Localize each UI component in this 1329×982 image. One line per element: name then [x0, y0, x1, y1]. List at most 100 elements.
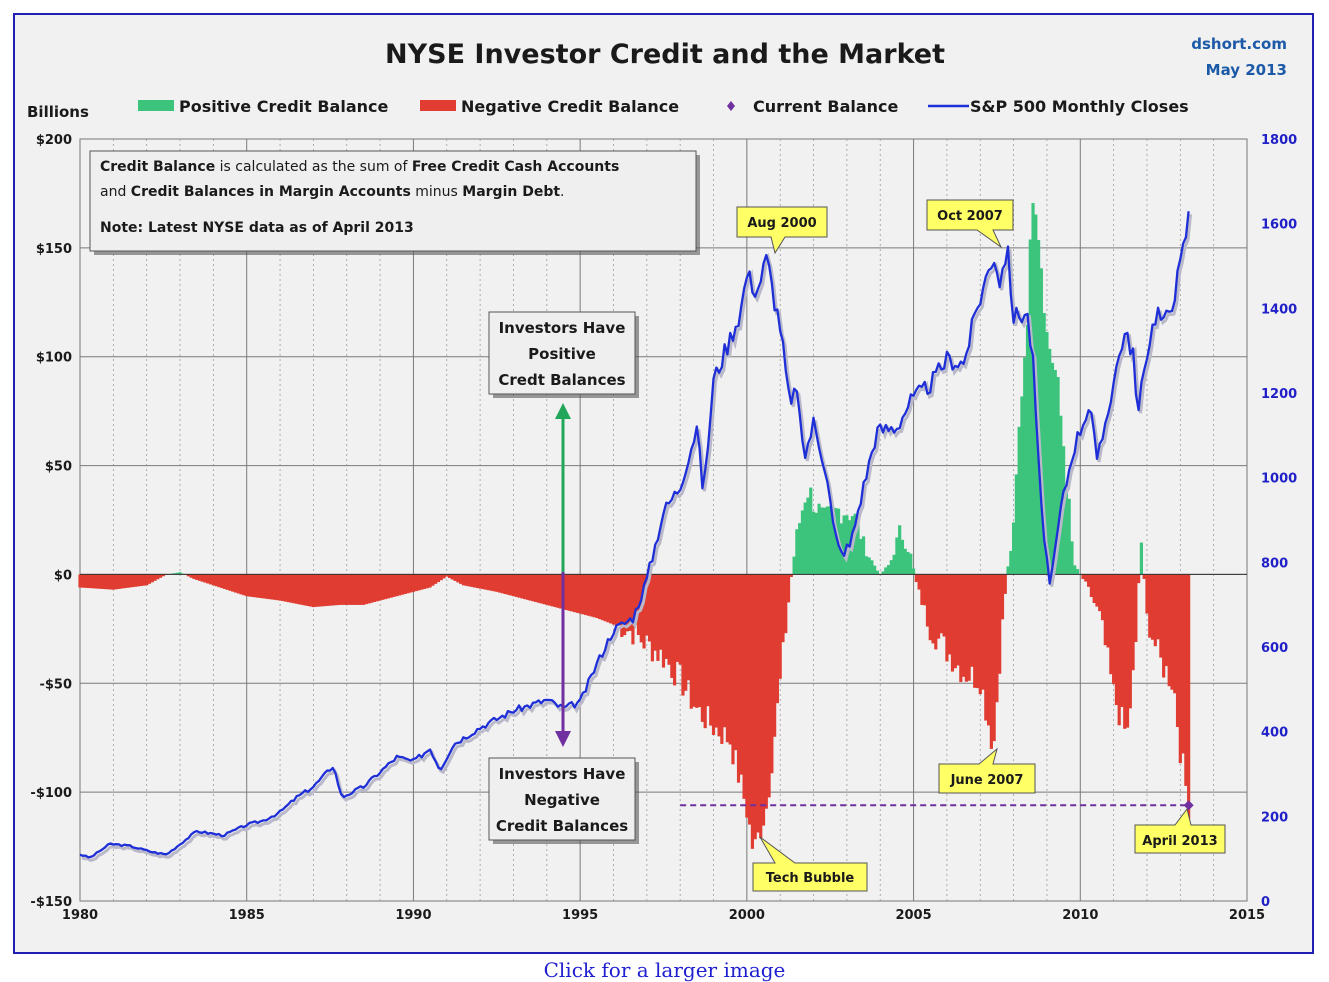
credit-balance-bar: [400, 574, 404, 595]
credit-balance-bar: [692, 574, 696, 707]
y-tick-label: -$150: [30, 895, 72, 910]
credit-balance-bar: [175, 572, 179, 575]
credit-balance-bar: [564, 574, 568, 610]
credit-balance-bar: [650, 574, 654, 662]
credit-balance-bar: [742, 574, 746, 799]
x-tick-label: 1985: [229, 908, 265, 923]
credit-balance-bar: [231, 574, 235, 592]
credit-balance-bar: [509, 574, 513, 596]
credit-balance-bar: [242, 574, 246, 596]
credit-balance-bar: [156, 574, 160, 580]
credit-balance-bar: [133, 574, 138, 587]
credit-balance-bar: [103, 574, 107, 590]
credit-balance-bar: [470, 574, 474, 587]
credit-balance-bar: [664, 574, 668, 659]
date-label: May 2013: [1206, 61, 1287, 79]
credit-balance-bar: [392, 574, 396, 597]
credit-balance-bar: [145, 574, 149, 586]
credit-balance-bar: [889, 560, 893, 575]
credit-balance-bar: [948, 574, 952, 655]
credit-balance-bar: [578, 574, 582, 614]
credit-balance-bar: [934, 574, 938, 650]
credit-balance-bar: [1025, 324, 1030, 575]
credit-balance-bar: [1114, 574, 1118, 706]
credit-balance-bar: [1142, 574, 1146, 579]
credit-balance-bar: [953, 574, 957, 669]
caption-link[interactable]: Click for a larger image: [543, 958, 786, 982]
credit-balance-bar: [361, 574, 366, 605]
callout-oct-2007-label: Oct 2007: [937, 209, 1003, 224]
credit-balance-bar: [1131, 574, 1135, 671]
credit-balance-bar: [297, 574, 302, 605]
credit-balance-bar: [195, 574, 199, 580]
credit-balance-bar: [322, 574, 327, 607]
credit-balance-bar: [736, 574, 741, 783]
credit-balance-bar: [356, 574, 360, 605]
credit-balance-bar: [528, 574, 532, 601]
credit-balance-bar: [214, 574, 218, 587]
credit-balance-bar: [289, 574, 293, 603]
credit-balance-bar: [770, 574, 774, 774]
credit-balance-bar: [961, 574, 966, 677]
credit-balance-bar: [1148, 574, 1152, 638]
credit-balance-bar: [867, 557, 871, 575]
credit-balance-bar: [653, 574, 657, 651]
credit-balance-bar: [286, 574, 290, 603]
credit-balance-bar: [598, 574, 602, 620]
credit-balance-bar: [439, 574, 443, 581]
credit-balance-bar: [422, 574, 427, 589]
credit-balance-bar: [909, 553, 913, 575]
y-axis-ticks: $200 $150 $100 $50 $0 -$50 -$100 -$150: [30, 133, 72, 910]
credit-balance-bar: [767, 574, 771, 798]
credit-balance-bar: [1023, 357, 1027, 575]
credit-balance-bar: [1106, 574, 1110, 648]
credit-balance-bar: [678, 574, 682, 665]
credit-balance-bar: [542, 574, 546, 605]
credit-balance-bar: [1089, 574, 1093, 598]
credit-balance-bar: [334, 574, 338, 606]
credit-balance-bar: [336, 574, 340, 606]
credit-balance-bar: [278, 574, 282, 601]
credit-balance-bar: [995, 574, 999, 703]
positive-arrow: [555, 403, 571, 572]
credit-balance-bar: [211, 574, 215, 586]
credit-balance-bar: [417, 574, 421, 591]
credit-balance-bar: [339, 574, 343, 605]
credit-balance-bar: [495, 574, 499, 592]
credit-balance-bar: [95, 574, 99, 589]
positive-box-line-2: Positive: [528, 345, 596, 363]
credit-balance-bar: [581, 574, 585, 615]
credit-balance-bar: [331, 574, 335, 606]
credit-balance-bar: [492, 574, 496, 592]
credit-balance-bar: [795, 529, 799, 575]
credit-balance-bar: [295, 574, 299, 604]
credit-balance-bar: [745, 574, 749, 818]
credit-balance-bar: [920, 574, 924, 605]
credit-balance-bar: [447, 574, 452, 579]
credit-balance-bar: [172, 573, 177, 575]
credit-balance-bar: [923, 574, 927, 606]
credit-balance-bar: [725, 574, 729, 743]
credit-balance-bar: [359, 574, 363, 605]
credit-balance-bar: [572, 574, 577, 613]
credit-balance-bar: [1006, 566, 1010, 575]
credit-balance-bar: [1100, 574, 1105, 621]
credit-balance-bar: [364, 574, 368, 605]
credit-balance-bar: [97, 574, 102, 589]
credit-balance-bar: [275, 574, 279, 601]
credit-balance-bar: [1028, 239, 1032, 575]
y-axis-label: Billions: [27, 103, 89, 121]
plot-area: [78, 138, 1248, 902]
credit-balance-bar: [370, 574, 374, 603]
credit-balance-bar: [1056, 376, 1060, 575]
positive-info-box: Investors Have Positive Credt Balances: [488, 311, 639, 398]
credit-balance-bar: [536, 574, 541, 603]
legend-marker-current: [727, 101, 735, 111]
credit-balance-bar: [711, 574, 716, 735]
credit-balance-bar: [842, 515, 846, 575]
credit-balance-bar: [256, 574, 260, 598]
credit-balance-bar: [500, 574, 504, 594]
chart-frame: NYSE Investor Credit and the Market dsho…: [13, 13, 1314, 954]
credit-balance-bar: [259, 574, 263, 599]
credit-balance-bar: [1014, 474, 1018, 575]
